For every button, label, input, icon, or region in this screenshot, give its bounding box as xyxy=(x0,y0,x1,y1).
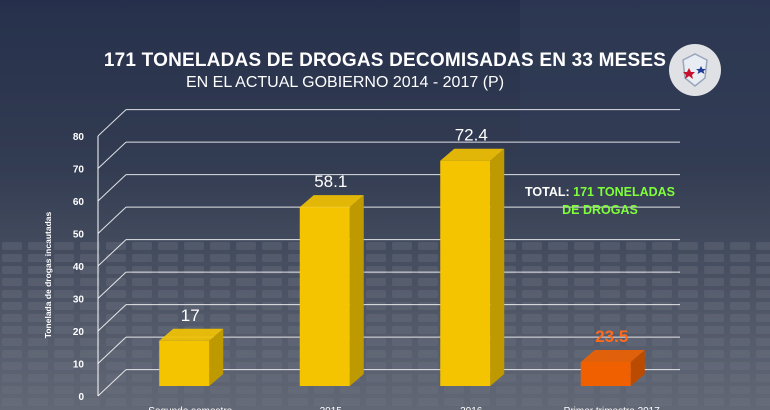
y-tick-label: 50 xyxy=(73,230,85,241)
gridline-diag xyxy=(97,304,127,332)
bar-top xyxy=(440,148,505,161)
bar-side xyxy=(209,328,224,386)
chart-subtitle: EN EL ACTUAL GOBIERNO 2014 - 2017 (P) xyxy=(185,74,505,91)
bar-front xyxy=(159,340,210,386)
bar-value-label: 17 xyxy=(181,306,200,325)
gridline-diag xyxy=(97,141,127,169)
bar-top xyxy=(159,328,224,341)
bar-value-label: 58.1 xyxy=(314,172,347,191)
chart-title: 171 TONELADAS DE DROGAS DECOMISADAS EN 3… xyxy=(103,50,667,71)
y-tick-label: 70 xyxy=(73,165,85,176)
police-shield-logo xyxy=(669,44,721,96)
bar-1 xyxy=(159,328,224,386)
total-annotation: TOTAL: 171 TONELADAS DE DROGAS xyxy=(500,183,700,219)
bar-top xyxy=(580,350,645,362)
bar-value-label: 72.4 xyxy=(455,126,488,145)
bar-2 xyxy=(299,195,364,386)
bar-front xyxy=(580,362,631,386)
total-highlight-line2: DE DROGAS xyxy=(562,203,638,217)
y-tick-label: 10 xyxy=(73,360,85,371)
bar-3 xyxy=(440,148,505,386)
bar-side xyxy=(490,148,505,386)
y-tick-label: 30 xyxy=(73,295,85,306)
x-tick-label: Segundo semestre xyxy=(148,406,232,410)
total-highlight: 171 TONELADAS xyxy=(573,185,676,199)
gridline-diag xyxy=(97,271,127,299)
y-tick-label: 60 xyxy=(73,197,85,208)
total-prefix: TOTAL: xyxy=(524,185,574,199)
bar-value-label: 23.5 xyxy=(595,327,628,346)
bar-front xyxy=(440,160,491,386)
bar-side xyxy=(349,195,364,386)
gridline-diag xyxy=(97,336,127,364)
y-tick-label: 80 xyxy=(73,132,85,143)
gridline-diag xyxy=(97,369,127,397)
gridline-diag xyxy=(97,109,127,137)
x-tick-label: Primer trimestre 2017 xyxy=(564,406,661,410)
y-tick-label: 20 xyxy=(73,327,85,338)
bar-front xyxy=(299,207,350,386)
x-tick-label: 2015 xyxy=(320,406,343,410)
y-tick-label: 0 xyxy=(78,392,84,403)
gridline-diag xyxy=(97,239,127,267)
y-tick-label: 40 xyxy=(73,262,85,273)
x-tick-label: 2016 xyxy=(460,406,483,410)
gridline-diag xyxy=(97,174,127,202)
bar-top xyxy=(299,195,364,208)
gridline-diag xyxy=(97,206,127,234)
bar-4 xyxy=(580,350,645,386)
